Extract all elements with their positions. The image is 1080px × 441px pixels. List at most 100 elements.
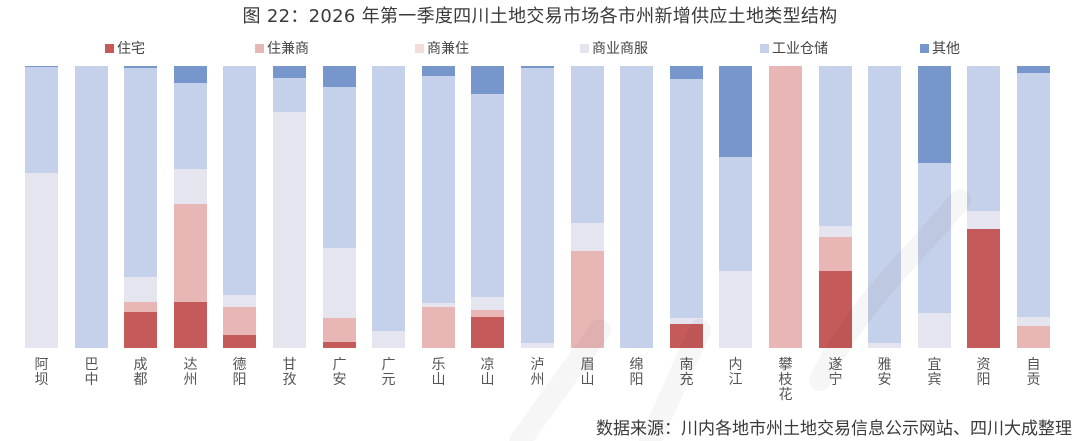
bar-segment (521, 67, 554, 343)
bar-segment (571, 66, 604, 223)
bar-segment (967, 66, 1000, 211)
bar-18 (918, 66, 951, 348)
bar-17 (868, 66, 901, 348)
bar-13 (670, 66, 703, 348)
legend-label: 其他 (932, 41, 960, 57)
legend-item-qita: 其他 (920, 38, 960, 58)
legend-label: 商兼住 (427, 41, 469, 57)
bar-9 (471, 66, 504, 348)
bar-19 (967, 66, 1000, 348)
bar-7 (372, 66, 405, 348)
bar-segment (124, 66, 157, 68)
x-axis-label: 达州 (183, 357, 198, 388)
bar-12 (620, 66, 653, 348)
x-axis-label: 凉山 (480, 357, 495, 388)
bar-segment (372, 330, 405, 348)
bar-segment (323, 66, 356, 87)
bar-segment (25, 66, 58, 68)
bar-segment (521, 342, 554, 348)
bar-16 (819, 66, 852, 348)
legend-item-gongye: 工业仓储 (760, 38, 828, 58)
bar-segment (471, 94, 504, 298)
data-source-note: 数据来源：川内各地市州土地交易信息公示网站、四川大成整理 (596, 419, 1072, 439)
bar-segment (670, 318, 703, 325)
bar-20 (1017, 66, 1050, 348)
bar-0 (25, 66, 58, 348)
legend-item-zhujianshang: 住兼商 (255, 38, 309, 58)
bar-segment (273, 111, 306, 348)
bar-segment (769, 66, 802, 348)
bar-segment (174, 82, 207, 169)
bar-segment (571, 250, 604, 348)
bar-segment (868, 66, 901, 343)
bar-segment (75, 66, 108, 348)
bar-segment (174, 302, 207, 348)
bar-segment (571, 222, 604, 251)
bar-segment (422, 302, 455, 307)
bar-segment (174, 168, 207, 204)
x-axis-label: 资阳 (976, 357, 991, 388)
chart-title: 图 22：2026 年第一季度四川土地交易市场各市州新增供应土地类型结构 (242, 6, 838, 27)
x-axis-label: 甘孜 (282, 357, 297, 388)
bar-segment (1017, 325, 1050, 348)
legend-swatch-icon (415, 43, 424, 53)
bar-segment (1017, 316, 1050, 326)
bar-segment (670, 324, 703, 348)
bar-segment (819, 66, 852, 226)
legend-label: 商业商服 (592, 41, 648, 57)
bar-segment (25, 67, 58, 174)
x-axis-label: 眉山 (580, 357, 595, 388)
bar-6 (323, 66, 356, 348)
bar-segment (819, 271, 852, 348)
bar-10 (521, 66, 554, 348)
x-axis-label: 攀枝花 (778, 357, 793, 403)
bar-segment (174, 203, 207, 303)
bar-segment (918, 162, 951, 313)
bar-segment (471, 309, 504, 317)
bar-segment (174, 66, 207, 83)
bar-segment (223, 295, 256, 307)
legend-swatch-icon (760, 43, 769, 53)
x-axis-label: 遂宁 (828, 357, 843, 388)
bar-segment (422, 75, 455, 303)
bar-segment (372, 66, 405, 331)
bar-segment (273, 78, 306, 112)
bar-segment (967, 228, 1000, 348)
bar-segment (471, 316, 504, 348)
bar-segment (323, 248, 356, 318)
legend-swatch-icon (580, 43, 589, 53)
bar-segment (868, 342, 901, 348)
x-axis-label: 雅安 (877, 357, 892, 388)
bar-segment (124, 311, 157, 348)
bar-segment (1017, 72, 1050, 317)
chart-legend: 住宅 住兼商 商兼住 商业商服 工业仓储 其他 (0, 38, 1080, 58)
x-axis-label: 广安 (332, 357, 347, 388)
bar-segment (967, 210, 1000, 229)
bar-11 (571, 66, 604, 348)
bar-4 (223, 66, 256, 348)
bar-segment (670, 78, 703, 319)
bar-segment (323, 341, 356, 348)
bar-2 (124, 66, 157, 348)
bar-15 (769, 66, 802, 348)
x-axis-label: 阿坝 (34, 357, 49, 388)
bar-5 (273, 66, 306, 348)
bar-8 (422, 66, 455, 348)
legend-label: 住兼商 (267, 41, 309, 57)
x-axis-label: 巴中 (84, 357, 99, 388)
bar-segment (223, 335, 256, 348)
bar-segment (422, 66, 455, 76)
x-axis-label: 泸州 (530, 357, 545, 388)
bar-segment (918, 312, 951, 348)
legend-swatch-icon (920, 43, 929, 53)
x-axis-label: 内江 (728, 357, 743, 388)
bar-segment (223, 306, 256, 335)
bar-segment (124, 301, 157, 312)
bar-segment (124, 67, 157, 278)
bar-segment (620, 66, 653, 348)
bar-segment (1017, 66, 1050, 73)
bar-segment (471, 66, 504, 95)
bar-segment (124, 277, 157, 302)
x-axis-label: 宜宾 (927, 357, 942, 388)
bar-segment (719, 156, 752, 271)
